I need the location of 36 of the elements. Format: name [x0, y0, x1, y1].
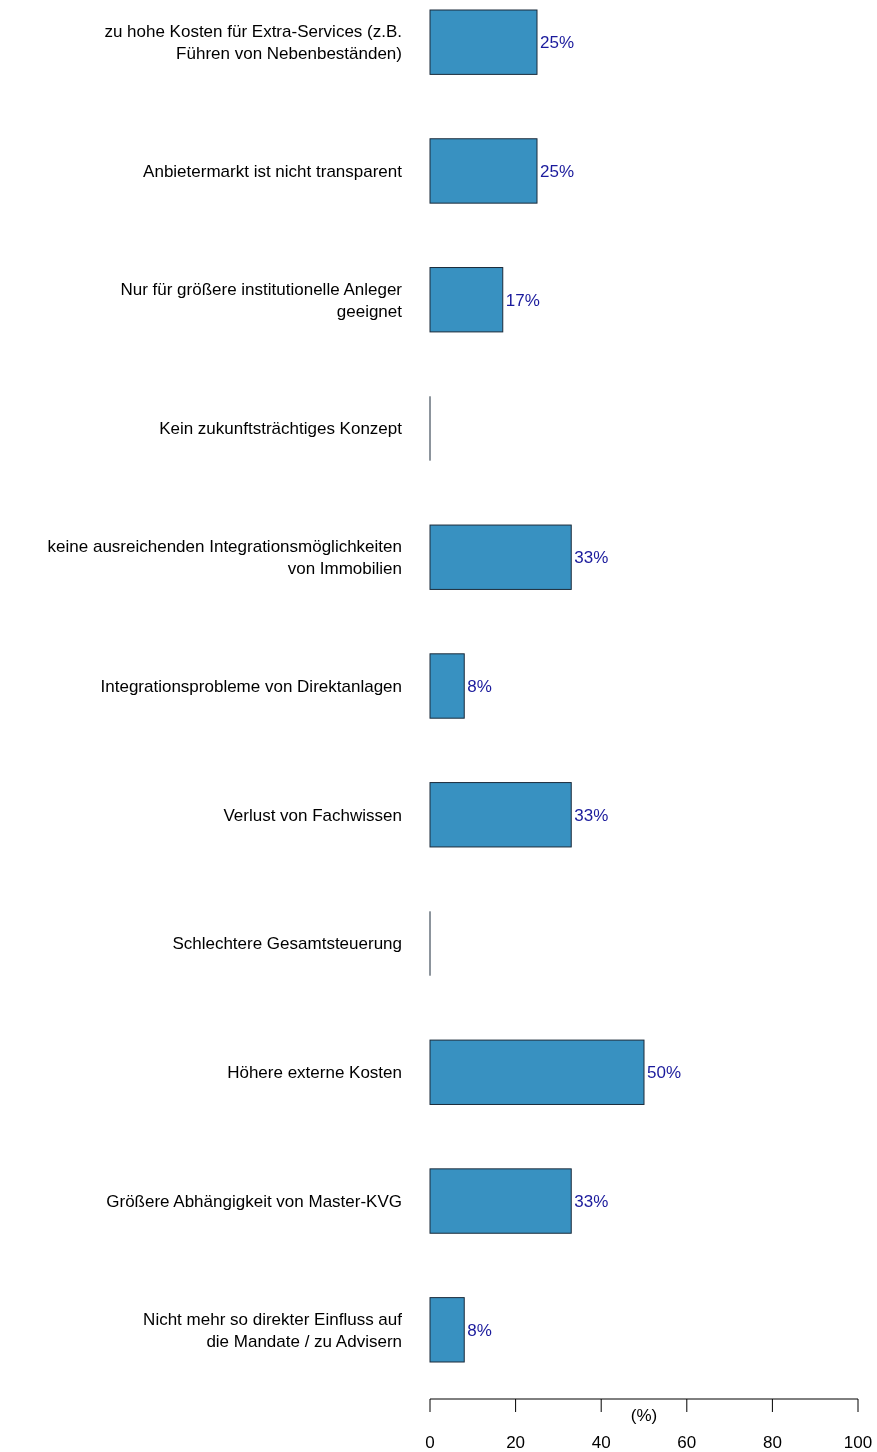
y-tick-label: keine ausreichenden Integrationsmöglichkeiten von Immobilien [47, 537, 402, 579]
data-label: 17% [505, 290, 540, 310]
bar [429, 267, 504, 333]
x-tick-label: 20 [506, 1433, 526, 1452]
bar [429, 524, 572, 590]
data-label: 50% [647, 1063, 682, 1083]
x-tick-label: 100 [843, 1433, 873, 1452]
bar [429, 1297, 465, 1363]
y-tick-label: Verlust von Fachwissen [223, 805, 402, 825]
bar [429, 9, 538, 75]
y-tick-label: Nur für größere institutionelle Anleger geeignet [120, 279, 403, 321]
y-tick-label: Kein zukunftsträchtiges Konzept [159, 419, 403, 439]
bar [429, 138, 538, 204]
x-axis-title: (%) [630, 1406, 658, 1425]
bar [429, 1168, 572, 1234]
y-tick-label: Schlechtere Gesamtsteuerung [172, 934, 402, 954]
x-tick-label: 0 [425, 1433, 435, 1452]
y-tick-label: Höhere externe Kosten [227, 1063, 402, 1083]
data-label: 8% [467, 1320, 492, 1340]
data-label: 8% [467, 676, 492, 696]
data-label: 25% [540, 161, 575, 181]
x-tick-label: 40 [591, 1433, 611, 1452]
data-label: 33% [574, 548, 609, 568]
bar [429, 782, 572, 848]
bar [429, 1039, 645, 1105]
y-tick-label: Anbietermarkt ist nicht transparent [143, 161, 403, 181]
y-tick-label: Integrationsprobleme von Direktanlagen [100, 676, 402, 696]
data-label: 33% [574, 805, 609, 825]
bar [429, 653, 465, 719]
y-tick-label: Nicht mehr so direkter Einfluss auf die Mandate / zu Advisern [143, 1309, 403, 1351]
data-label: 25% [540, 33, 575, 53]
x-tick-label: 80 [762, 1433, 782, 1452]
y-tick-label: Größere Abhängigkeit von Master-KVG [106, 1192, 402, 1211]
y-tick-label: zu hohe Kosten für Extra-Services (z.B. Führen von Nebenbeständen) [104, 22, 402, 64]
data-label: 33% [574, 1192, 609, 1211]
x-tick-label: 60 [677, 1433, 697, 1452]
